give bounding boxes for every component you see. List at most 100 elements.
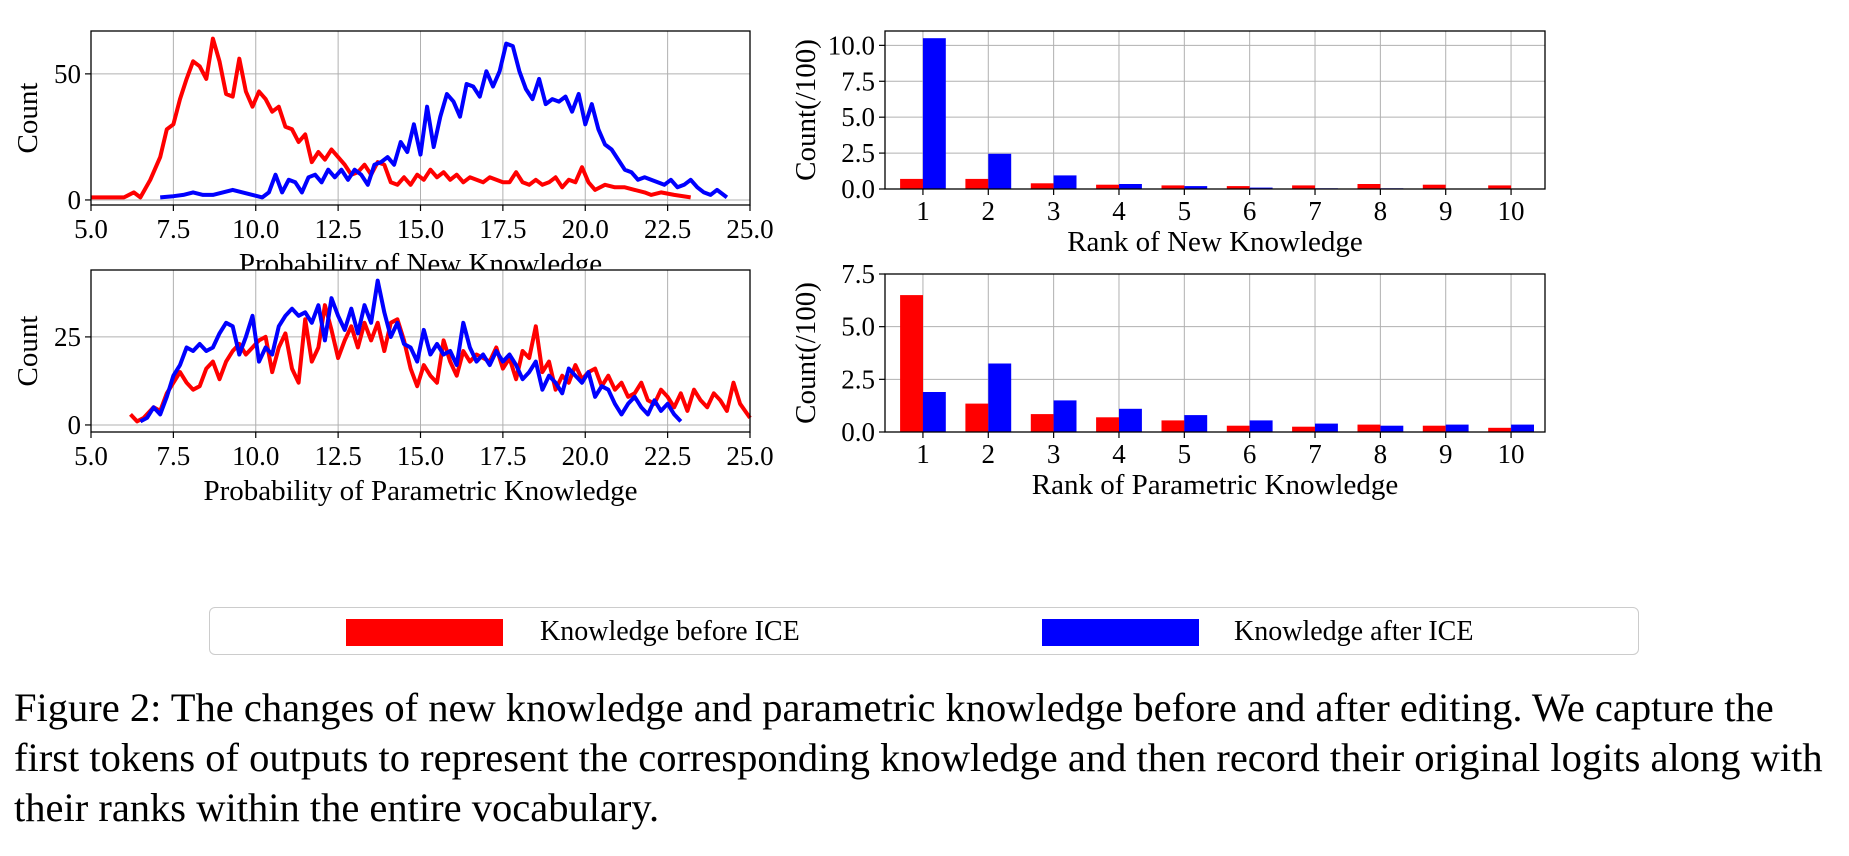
y-tick-label: 5.0 xyxy=(841,312,875,342)
x-tick-label: 6 xyxy=(1243,439,1257,469)
series-after-line xyxy=(139,278,683,424)
bar-before xyxy=(1292,185,1315,189)
bar-after xyxy=(1445,424,1469,432)
plot-frame xyxy=(884,30,1546,190)
x-tick-label: 5.0 xyxy=(74,214,108,244)
x-tick-label: 10 xyxy=(1498,196,1525,226)
x-tick-label: 2 xyxy=(982,196,996,226)
x-tick-label: 9 xyxy=(1439,439,1453,469)
x-tick-label: 3 xyxy=(1047,439,1061,469)
bar-after xyxy=(1053,175,1077,189)
x-tick-label: 5 xyxy=(1178,439,1192,469)
y-tick-label: 7.5 xyxy=(841,259,875,289)
bar-after xyxy=(1315,423,1338,432)
legend: Knowledge before ICE Knowledge after ICE xyxy=(209,607,1639,655)
y-tick-label: 0 xyxy=(68,185,82,215)
y-axis-label: Count(/100) xyxy=(790,39,822,181)
bar-before xyxy=(1030,414,1054,432)
y-tick-label: 0.0 xyxy=(841,174,875,204)
chart-rank-new: 0.0 2.5 5.0 7.5 10.0 1 2 3 4 5 6 7 8 9 10 Rank of New K… xyxy=(790,30,1546,258)
bar-before xyxy=(965,403,989,432)
series-before-line xyxy=(91,36,691,200)
x-tick-label: 7 xyxy=(1308,439,1322,469)
bar-after xyxy=(1249,420,1273,432)
bar-before xyxy=(1292,426,1315,432)
x-tick-label: 22.5 xyxy=(644,214,691,244)
bar-after xyxy=(1053,400,1077,432)
bar-after xyxy=(1184,415,1208,432)
x-tick-label: 1 xyxy=(916,196,930,226)
x-tick-label: 3 xyxy=(1047,196,1061,226)
y-tick-label: 0.0 xyxy=(841,417,875,447)
bar-before xyxy=(1357,184,1381,189)
x-axis-label: Probability of Parametric Knowledge xyxy=(203,475,637,507)
plot-frame xyxy=(884,273,1546,433)
x-tick-label: 6 xyxy=(1243,196,1257,226)
x-axis-label: Rank of Parametric Knowledge xyxy=(1032,469,1398,501)
y-tick-label: 10.0 xyxy=(828,30,875,60)
y-tick-label: 7.5 xyxy=(841,66,875,96)
bar-before xyxy=(1030,183,1054,189)
plot-frame xyxy=(90,30,751,206)
x-tick-label: 8 xyxy=(1374,439,1388,469)
bar-after xyxy=(988,363,1012,432)
x-tick-label: 2 xyxy=(982,439,996,469)
x-tick-label: 10.0 xyxy=(232,214,279,244)
x-tick-label: 25.0 xyxy=(726,441,773,471)
x-tick-label: 4 xyxy=(1112,196,1126,226)
x-tick-label: 12.5 xyxy=(315,441,362,471)
x-tick-label: 10 xyxy=(1498,439,1525,469)
bar-after xyxy=(922,392,946,432)
x-axis-label: Probability of New Knowledge xyxy=(239,248,602,270)
x-tick-label: 7 xyxy=(1308,196,1322,226)
bar-after xyxy=(1380,425,1404,432)
bar-before xyxy=(1096,184,1119,189)
x-tick-label: 7.5 xyxy=(157,441,191,471)
y-tick-label: 2.5 xyxy=(841,364,875,394)
x-tick-label: 15.0 xyxy=(397,441,444,471)
bar-after xyxy=(1249,187,1273,189)
x-tick-label: 15.0 xyxy=(397,214,444,244)
chart-prob-new: 5.0 7.5 10.0 12.5 15.0 17.5 20.0 22.5 25.0 0 50 Pro… xyxy=(12,30,774,270)
y-tick-label: 2.5 xyxy=(841,138,875,168)
x-tick-label: 17.5 xyxy=(479,441,526,471)
x-tick-label: 25.0 xyxy=(726,214,773,244)
bar-before xyxy=(1161,420,1185,432)
bar-before xyxy=(900,295,923,432)
y-tick-label: 25 xyxy=(54,322,81,352)
bar-after xyxy=(1184,186,1208,189)
x-tick-label: 22.5 xyxy=(644,441,691,471)
x-tick-label: 5 xyxy=(1178,196,1192,226)
bar-before xyxy=(1357,424,1381,432)
x-tick-label: 17.5 xyxy=(479,214,526,244)
bar-before xyxy=(1161,185,1185,189)
bar-before xyxy=(1422,425,1446,432)
chart-rank-parametric: 0.0 2.5 5.0 7.5 1 2 3 4 5 6 7 8 9 10 Rank of Parametri… xyxy=(790,259,1546,501)
legend-label-after: Knowledge after ICE xyxy=(1234,616,1474,647)
x-tick-label: 9 xyxy=(1439,196,1453,226)
y-tick-label: 0 xyxy=(68,410,82,440)
figure-caption: Figure 2: The changes of new knowledge a… xyxy=(14,685,1823,830)
bar-before xyxy=(1226,186,1250,189)
x-tick-label: 7.5 xyxy=(157,214,191,244)
bar-before xyxy=(1422,184,1446,189)
y-axis-label: Count xyxy=(12,83,44,154)
y-tick-label: 50 xyxy=(54,59,81,89)
bar-before xyxy=(965,178,989,189)
legend-label-before: Knowledge before ICE xyxy=(540,616,800,647)
y-axis-label: Count(/100) xyxy=(790,282,822,424)
x-tick-label: 12.5 xyxy=(315,214,362,244)
x-axis-label: Rank of New Knowledge xyxy=(1067,226,1363,258)
chart-prob-parametric: 5.0 7.5 10.0 12.5 15.0 17.5 20.0 22.5 25.0 0 25 Pro… xyxy=(12,269,774,507)
y-tick-label: 5.0 xyxy=(841,102,875,132)
legend-swatch-before xyxy=(346,619,503,646)
bar-before xyxy=(900,178,923,189)
bar-after xyxy=(1511,424,1534,432)
bar-after xyxy=(1119,184,1142,189)
x-tick-label: 10.0 xyxy=(232,441,279,471)
x-tick-label: 8 xyxy=(1374,196,1388,226)
bar-after xyxy=(1119,408,1142,432)
x-tick-label: 5.0 xyxy=(74,441,108,471)
bar-after xyxy=(922,38,946,190)
bar-before xyxy=(1226,425,1250,432)
